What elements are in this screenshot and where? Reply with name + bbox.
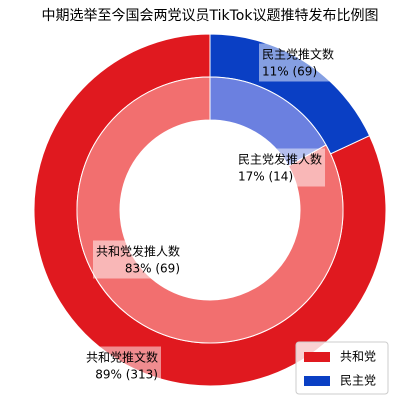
wedge <box>209 76 327 167</box>
legend-label: 共和党 <box>340 349 376 364</box>
label-box <box>82 346 161 385</box>
wedge-label: 民主党推文数 11% (69) <box>259 43 338 82</box>
label-value: 89% (313) <box>95 368 158 382</box>
label-box <box>259 43 338 82</box>
legend-label: 民主党 <box>340 373 376 388</box>
wedge-label: 民主党发推人数 17% (14) <box>235 148 326 187</box>
label-name: 共和党发推人数 <box>96 244 180 259</box>
label-box <box>92 240 183 279</box>
label-value: 11% (69) <box>262 65 317 79</box>
chart-title: 中期选举至今国会两党议员TikTok议题推特发布比例图 <box>42 8 379 24</box>
legend-swatch <box>304 376 330 386</box>
legend-swatch <box>304 352 330 362</box>
wedge-label: 共和党推文数 89% (313) <box>82 346 161 385</box>
label-value: 83% (69) <box>125 262 180 276</box>
label-name: 共和党推文数 <box>86 350 158 365</box>
label-name: 民主党推文数 <box>262 47 334 62</box>
wedge-label: 共和党发推人数 83% (69) <box>92 240 183 279</box>
label-value: 17% (14) <box>238 170 293 184</box>
label-box <box>235 148 326 187</box>
label-name: 民主党发推人数 <box>238 152 322 167</box>
